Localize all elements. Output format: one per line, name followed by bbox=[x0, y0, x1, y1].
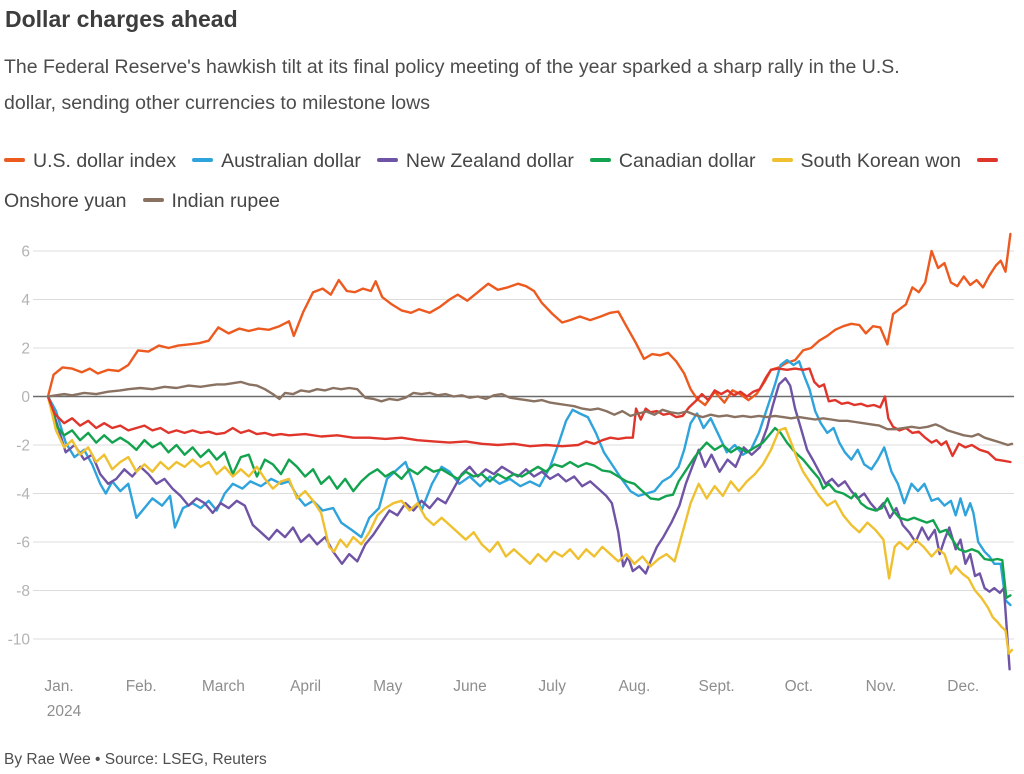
legend-item-canadian-dollar: Canadian dollar bbox=[578, 150, 756, 172]
series-line-u-s-dollar-index bbox=[46, 232, 1012, 407]
legend-item-u-s-dollar-index: U.S. dollar index bbox=[4, 150, 176, 172]
x-axis-tick-label: Sept. bbox=[698, 678, 734, 695]
x-axis-tick-label: Jan. bbox=[44, 678, 73, 695]
legend-item-south-korean-won: South Korean won bbox=[760, 150, 961, 172]
x-axis-tick-label: May bbox=[373, 678, 403, 695]
legend-dash-icon bbox=[192, 157, 214, 162]
series-line-australian-dollar bbox=[46, 358, 1012, 607]
legend-item-onshore-yuan: Onshore yuan bbox=[4, 150, 1006, 212]
x-axis-tick-label: Nov. bbox=[866, 678, 897, 695]
legend-item-indian-rupee: Indian rupee bbox=[131, 190, 280, 212]
y-axis-tick-label: -10 bbox=[8, 632, 31, 649]
legend-label: New Zealand dollar bbox=[405, 150, 574, 172]
legend-dash-icon bbox=[4, 157, 25, 162]
legend-label: U.S. dollar index bbox=[33, 150, 177, 172]
x-axis-tick-label: Aug. bbox=[618, 678, 650, 695]
legend-dash-icon bbox=[376, 157, 398, 162]
x-axis-tick-label: Dec. bbox=[947, 678, 979, 695]
legend-label: Australian dollar bbox=[221, 150, 361, 172]
legend-label: Onshore yuan bbox=[4, 190, 127, 212]
x-axis-year-label: 2024 bbox=[47, 703, 82, 720]
legend-dash-icon bbox=[976, 157, 998, 162]
byline-source: By Rae Wee • Source: LSEG, Reuters bbox=[4, 751, 267, 768]
legend-item-australian-dollar: Australian dollar bbox=[180, 150, 361, 172]
legend-dash-icon bbox=[771, 157, 793, 162]
legend-label: Canadian dollar bbox=[618, 150, 756, 172]
x-axis-tick-label: June bbox=[453, 678, 487, 695]
legend: U.S. dollar index Australian dollar New Ze… bbox=[4, 141, 1006, 221]
y-axis-tick-label: -8 bbox=[16, 583, 30, 600]
series-line-canadian-dollar bbox=[46, 395, 1012, 599]
legend-dash-icon bbox=[142, 197, 164, 202]
line-chart: 6 4 2 0 -2 -4 -6 -8 -10 Jan. Feb. March April May June… bbox=[8, 232, 1014, 720]
y-axis-tick-label: -2 bbox=[16, 438, 30, 455]
x-axis-tick-label: March bbox=[202, 678, 245, 695]
x-axis-tick-label: Oct. bbox=[785, 678, 813, 695]
y-axis-tick-label: -4 bbox=[16, 486, 30, 503]
series-line-south-korean-won bbox=[46, 395, 1014, 655]
legend-item-new-zealand-dollar: New Zealand dollar bbox=[365, 150, 574, 172]
chart-title: Dollar charges ahead bbox=[5, 6, 238, 32]
y-axis-tick-label: 4 bbox=[21, 292, 30, 309]
chart-subtitle: The Federal Reserve's hawkish tilt at it… bbox=[4, 56, 900, 114]
legend-dash-icon bbox=[589, 157, 611, 162]
legend-label: Indian rupee bbox=[171, 190, 280, 212]
chart-plot-area: 6 4 2 0 -2 -4 -6 -8 -10 Jan. Feb. March April May June… bbox=[0, 228, 1024, 728]
y-axis-tick-label: 6 bbox=[21, 244, 30, 261]
x-axis-tick-label: April bbox=[290, 678, 321, 695]
y-axis-tick-label: -6 bbox=[16, 535, 30, 552]
x-axis-tick-label: July bbox=[538, 678, 566, 695]
series-line-new-zealand-dollar bbox=[46, 377, 1011, 671]
x-axis-tick-label: Feb. bbox=[126, 678, 157, 695]
y-axis-tick-label: 2 bbox=[21, 341, 30, 358]
y-axis-tick-label: 0 bbox=[21, 389, 30, 406]
series-line-indian-rupee bbox=[46, 380, 1014, 447]
legend-label: South Korean won bbox=[800, 150, 961, 172]
series-line-onshore-yuan bbox=[46, 367, 1012, 464]
